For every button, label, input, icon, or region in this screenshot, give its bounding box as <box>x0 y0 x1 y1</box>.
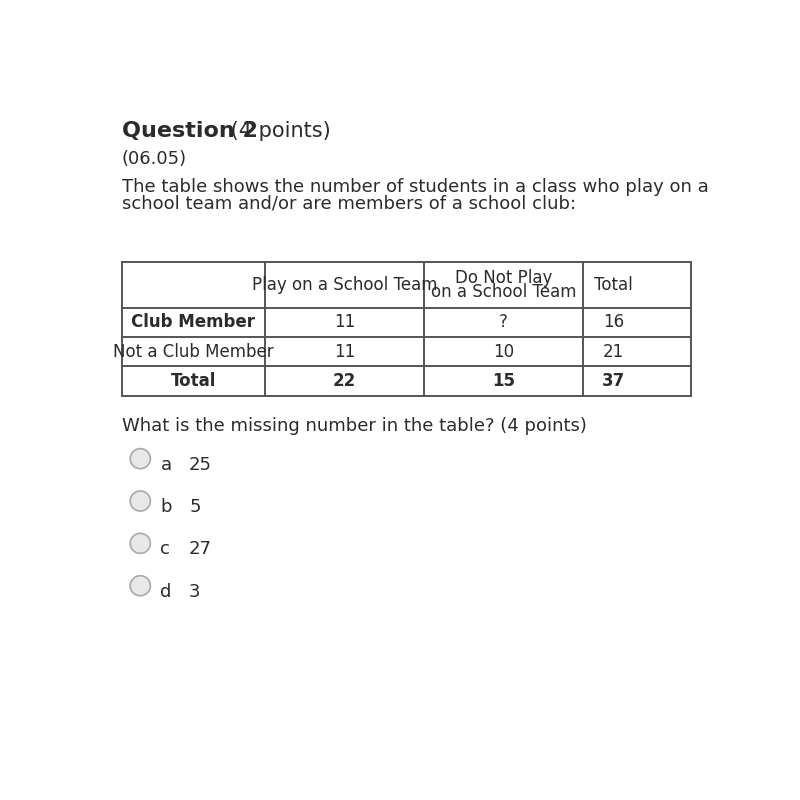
Text: 21: 21 <box>603 342 625 361</box>
Text: Not a Club Member: Not a Club Member <box>113 342 274 361</box>
Text: 27: 27 <box>189 540 212 558</box>
Text: 25: 25 <box>189 455 212 474</box>
Text: 10: 10 <box>493 342 514 361</box>
Text: Do Not Play: Do Not Play <box>454 269 552 286</box>
Text: 3: 3 <box>189 582 201 601</box>
Text: 16: 16 <box>603 314 624 331</box>
Text: a: a <box>161 455 171 474</box>
Text: 37: 37 <box>602 372 626 390</box>
Text: school team and/or are members of a school club:: school team and/or are members of a scho… <box>122 194 576 213</box>
Text: 5: 5 <box>189 498 201 516</box>
Text: Play on a School Team: Play on a School Team <box>252 276 438 294</box>
Text: (06.05): (06.05) <box>122 150 187 168</box>
Text: 11: 11 <box>334 342 355 361</box>
Text: Club Member: Club Member <box>131 314 255 331</box>
Text: What is the missing number in the table? (4 points): What is the missing number in the table?… <box>122 417 586 435</box>
Circle shape <box>130 491 150 511</box>
Text: 15: 15 <box>492 372 515 390</box>
Text: b: b <box>161 498 172 516</box>
Text: Question 2: Question 2 <box>122 121 258 141</box>
Text: ?: ? <box>499 314 508 331</box>
Circle shape <box>130 576 150 596</box>
Bar <box>122 262 690 395</box>
Text: Total: Total <box>170 372 216 390</box>
Text: The table shows the number of students in a class who play on a: The table shows the number of students i… <box>122 178 709 196</box>
Text: (4 points): (4 points) <box>224 121 330 141</box>
Circle shape <box>130 449 150 469</box>
Text: on a School Team: on a School Team <box>430 282 576 301</box>
Text: 22: 22 <box>333 372 356 390</box>
Circle shape <box>130 534 150 554</box>
Text: Total: Total <box>594 276 634 294</box>
Text: d: d <box>161 582 172 601</box>
Text: c: c <box>161 540 170 558</box>
Text: 11: 11 <box>334 314 355 331</box>
